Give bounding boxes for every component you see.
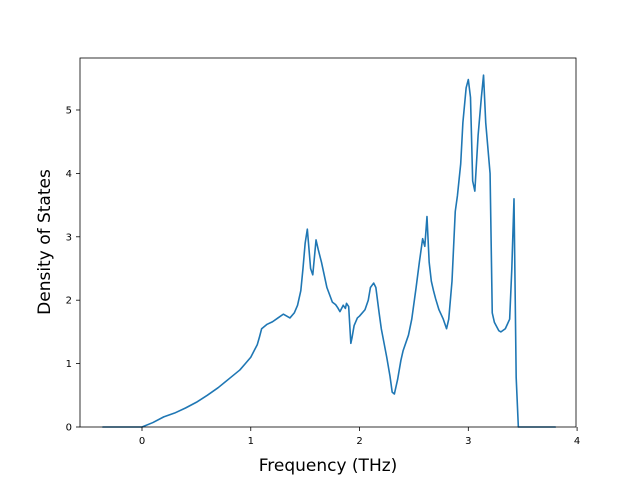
x-tick-label: 2	[356, 436, 362, 447]
x-tick-label: 1	[248, 436, 254, 447]
y-tick-label: 5	[66, 105, 72, 116]
y-tick-label: 2	[66, 296, 72, 307]
x-tick-label: 3	[465, 436, 471, 447]
dos-line	[102, 74, 557, 428]
x-axis-ticks: 0 1 2 3 4	[139, 427, 580, 447]
y-tick-label: 1	[66, 359, 72, 370]
x-tick-label: 4	[574, 436, 580, 447]
x-axis-title: Frequency (THz)	[259, 456, 398, 476]
plot-area	[102, 74, 557, 428]
y-tick-label: 3	[66, 232, 72, 243]
y-tick-label: 4	[66, 169, 72, 180]
y-axis-title: Density of States	[35, 169, 55, 315]
y-tick-label: 0	[66, 423, 72, 434]
axes-frame	[79, 57, 577, 428]
y-axis-ticks: 0 1 2 3 4 5	[66, 105, 80, 434]
x-tick-label: 0	[139, 436, 145, 447]
